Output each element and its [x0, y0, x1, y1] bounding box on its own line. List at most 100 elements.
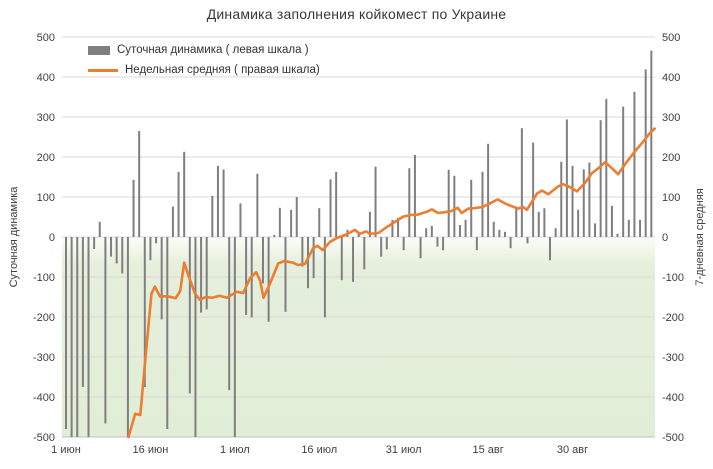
daily-bar: [188, 237, 191, 394]
daily-bar: [464, 219, 467, 237]
x-tick-label: 1 июл: [220, 444, 250, 456]
daily-bar: [363, 237, 366, 270]
daily-bar: [284, 237, 287, 312]
daily-bar: [200, 237, 203, 313]
y-tick-label-left: -300: [33, 352, 55, 364]
y-tick-label-left: -200: [33, 312, 55, 324]
daily-bar: [492, 221, 495, 237]
y-tick-label-right: 300: [662, 112, 680, 124]
daily-bar: [256, 173, 259, 237]
y-tick-label-right: -300: [662, 352, 684, 364]
daily-bar: [290, 209, 293, 237]
daily-bar: [76, 237, 79, 437]
negative-area-band: [62, 237, 655, 437]
legend-label-daily: Суточная динамика ( левая шкала ): [117, 44, 309, 56]
daily-bar: [543, 208, 546, 237]
y-tick-label-right: -500: [662, 432, 684, 444]
daily-bar: [110, 237, 113, 257]
y-tick-label-right: -100: [662, 272, 684, 284]
daily-bar: [549, 237, 552, 261]
y-tick-label-right: 0: [662, 232, 668, 244]
daily-bar: [509, 237, 512, 249]
legend: Суточная динамика ( левая шкала ) Недель…: [88, 40, 320, 80]
daily-bar: [408, 168, 411, 237]
y-tick-label-left: -100: [33, 272, 55, 284]
daily-bar: [81, 237, 84, 387]
y-tick-label-left: 0: [49, 232, 55, 244]
daily-bar: [397, 217, 400, 237]
daily-bar: [425, 228, 428, 237]
daily-bar: [605, 99, 608, 237]
daily-bar: [273, 235, 276, 237]
daily-bar: [571, 165, 574, 237]
weekly-average-line: [127, 127, 656, 439]
daily-bar: [329, 179, 332, 237]
daily-bar: [70, 237, 73, 437]
daily-bar: [380, 237, 383, 257]
x-tick-label: 16 июл: [301, 444, 337, 456]
daily-bar: [644, 69, 647, 238]
x-tick-label: 31 июл: [386, 444, 422, 456]
daily-bar: [582, 169, 585, 237]
daily-bar: [430, 225, 433, 237]
y-tick-label-left: 300: [37, 112, 55, 124]
daily-bar: [627, 219, 630, 237]
daily-bar: [503, 231, 506, 237]
daily-bar: [650, 50, 653, 237]
daily-bar: [599, 120, 602, 237]
daily-bar: [183, 151, 186, 237]
daily-bar: [447, 169, 450, 237]
daily-bar: [616, 233, 619, 237]
daily-bar: [239, 203, 242, 237]
daily-bar: [87, 237, 90, 437]
daily-bar: [368, 211, 371, 237]
x-tick-label: 30 авг: [557, 444, 588, 456]
daily-bar: [143, 237, 146, 387]
daily-bar: [475, 237, 478, 251]
y-tick-label-right: -400: [662, 392, 684, 404]
left-axis-title: Суточная динамика: [8, 186, 20, 288]
chart-title: Динамика заполнения койкомест по Украине: [206, 6, 507, 22]
daily-bar: [171, 206, 174, 237]
y-tick-label-left: 100: [37, 192, 55, 204]
daily-bar: [121, 237, 124, 274]
daily-bar: [453, 175, 456, 237]
daily-bar: [639, 219, 642, 237]
daily-bar: [436, 237, 439, 247]
y-tick-label-right: 500: [662, 32, 680, 44]
daily-bar: [537, 211, 540, 237]
x-tick-label: 1 июн: [51, 444, 81, 456]
daily-bar: [532, 142, 535, 237]
daily-bar: [622, 106, 625, 237]
legend-label-weekly: Недельная средняя ( правая шкала): [125, 64, 320, 76]
bar-series-swatch-icon: [88, 45, 110, 55]
daily-bar: [312, 237, 315, 279]
daily-bar: [385, 237, 388, 250]
daily-bar: [65, 237, 67, 429]
x-tick-label: 15 авг: [472, 444, 503, 456]
daily-bar: [267, 237, 270, 322]
daily-bar: [413, 155, 416, 237]
daily-bar: [104, 237, 107, 424]
daily-bar: [588, 162, 591, 237]
y-tick-label-right: -200: [662, 312, 684, 324]
daily-bar: [245, 237, 248, 315]
daily-bar: [335, 171, 338, 237]
daily-bar: [138, 131, 141, 237]
y-tick-label-right: 200: [662, 152, 680, 164]
daily-bar: [554, 228, 557, 237]
daily-bar: [577, 209, 580, 237]
daily-bar: [402, 237, 405, 251]
daily-bar: [481, 171, 484, 237]
legend-item-weekly: Недельная средняя ( правая шкала): [88, 60, 320, 80]
x-tick-label: 16 июн: [133, 444, 169, 456]
daily-bar: [216, 165, 219, 237]
daily-bar: [458, 225, 461, 237]
daily-bar: [352, 237, 355, 282]
daily-bar: [93, 237, 96, 249]
daily-bar: [205, 237, 208, 310]
daily-bar: [520, 128, 523, 237]
legend-item-daily: Суточная динамика ( левая шкала ): [88, 40, 320, 60]
